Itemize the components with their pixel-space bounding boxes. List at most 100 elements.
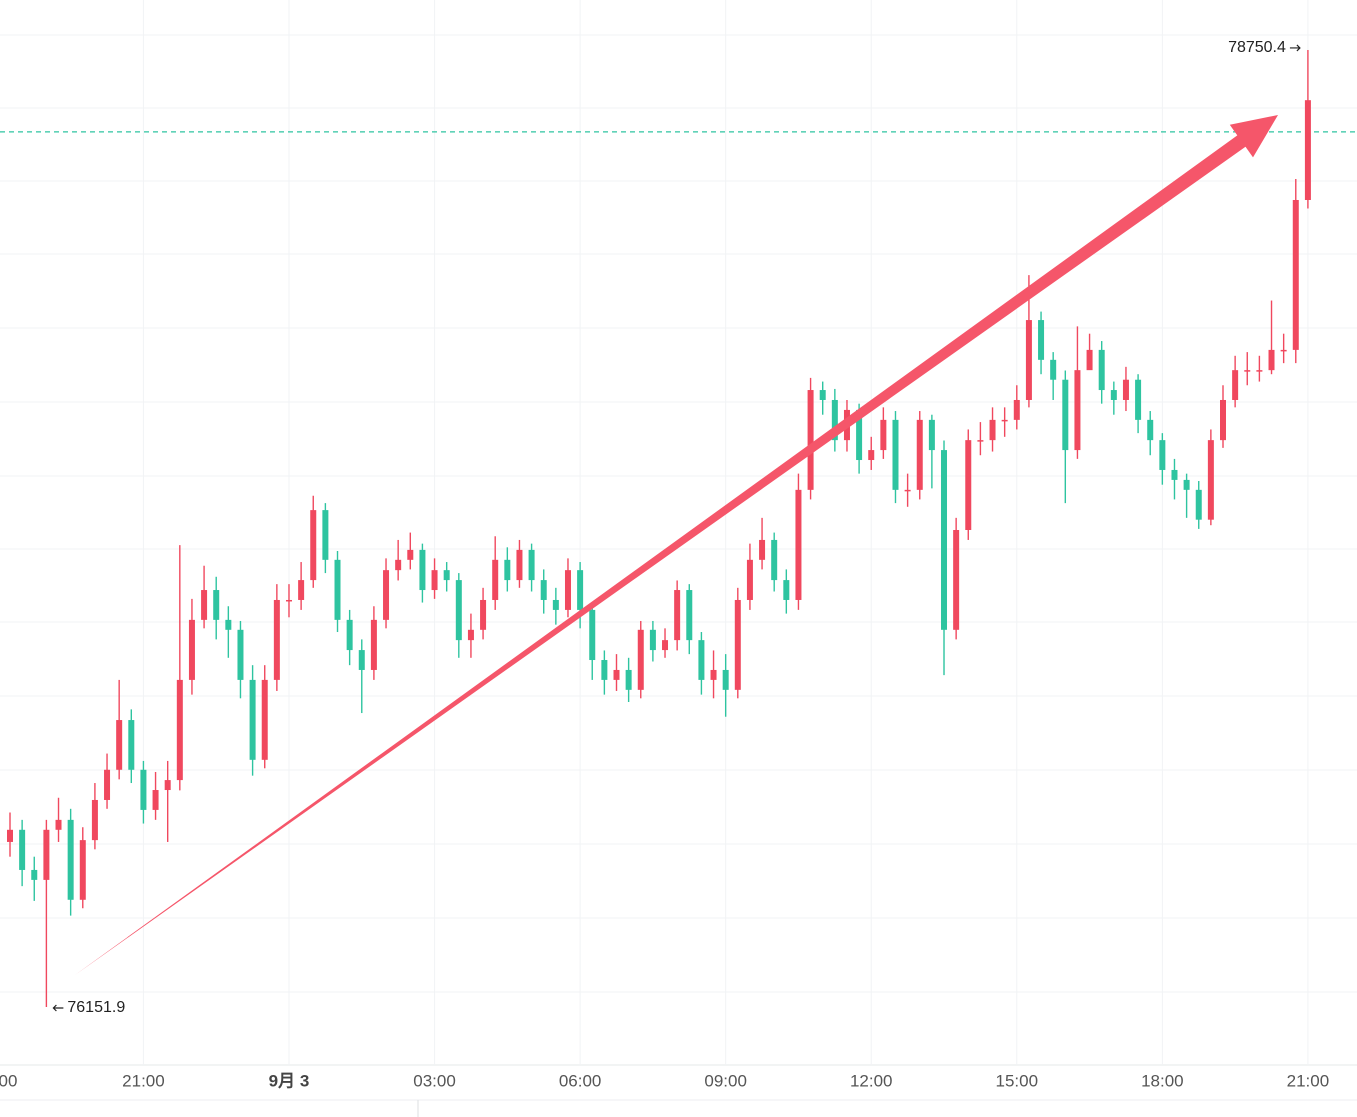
candle-body xyxy=(1304,100,1311,200)
candle-body xyxy=(880,419,887,451)
candle-body xyxy=(1292,199,1299,350)
candle-body xyxy=(746,559,753,600)
candle-body xyxy=(7,829,13,842)
candle-body xyxy=(783,580,790,600)
candle-body xyxy=(504,559,511,581)
candle-body xyxy=(492,559,499,600)
candle-body xyxy=(43,829,50,880)
candle-body xyxy=(698,640,705,680)
candle-body xyxy=(1171,469,1178,480)
candle-body xyxy=(552,599,559,610)
x-tick-label: 03:00 xyxy=(413,1071,456,1090)
candle-body xyxy=(1038,320,1045,360)
candle-body xyxy=(1280,349,1287,352)
candle-body xyxy=(734,599,741,690)
x-tick-label: 15:00 xyxy=(996,1071,1039,1090)
candle-body xyxy=(1147,419,1154,441)
x-tick-label: 18:00 xyxy=(1141,1071,1184,1090)
candle-body xyxy=(674,590,681,641)
x-tick-label: 00 xyxy=(0,1071,17,1090)
high-label: 78750.4 xyxy=(1228,39,1286,56)
low-arrow xyxy=(52,1004,64,1012)
candle-body xyxy=(346,619,353,651)
candle-body xyxy=(249,679,256,760)
candle-body xyxy=(1183,479,1190,490)
trend-arrow xyxy=(75,115,1278,975)
candle-body xyxy=(152,790,159,810)
candle-body xyxy=(19,829,26,870)
x-tick-label: 09:00 xyxy=(704,1071,747,1090)
candle-body xyxy=(407,549,414,560)
candle-body xyxy=(928,419,935,451)
candle-body xyxy=(1110,390,1117,400)
candle-body xyxy=(273,599,280,680)
candle-body xyxy=(759,539,766,560)
candle-body xyxy=(856,409,863,461)
candle-body xyxy=(395,559,402,571)
candle-body xyxy=(116,720,123,770)
high-arrow xyxy=(1289,44,1301,52)
candle-body xyxy=(1001,419,1008,422)
candle-body xyxy=(1135,379,1142,420)
candle-body xyxy=(431,570,438,591)
candle-body xyxy=(831,399,838,441)
candle-body xyxy=(1122,379,1129,400)
candle-body xyxy=(710,669,717,680)
candle-body xyxy=(722,669,729,690)
h-grid xyxy=(0,34,1357,993)
candle-body xyxy=(334,559,341,620)
candle-body xyxy=(1013,399,1020,420)
candle-body xyxy=(892,419,899,490)
candle-body xyxy=(577,570,584,610)
candle-body xyxy=(164,780,171,791)
candle-body xyxy=(261,679,268,760)
candle-body xyxy=(771,539,778,581)
candle-body xyxy=(1207,440,1214,520)
candle-body xyxy=(941,450,948,630)
candle-body xyxy=(686,590,693,641)
x-tick-label: 21:00 xyxy=(1287,1071,1330,1090)
candle-body xyxy=(322,510,329,560)
candle-body xyxy=(637,629,644,690)
candle-body xyxy=(1050,359,1057,380)
candle-body xyxy=(67,819,74,900)
candle-body xyxy=(370,619,377,670)
candle-body xyxy=(1098,349,1105,391)
candle-body xyxy=(1025,320,1032,400)
candle-body xyxy=(1074,370,1081,451)
candle-body xyxy=(1232,370,1239,400)
candle-body xyxy=(1195,489,1202,520)
candle-body xyxy=(1086,349,1093,371)
candle-body xyxy=(176,679,183,781)
low-label: 76151.9 xyxy=(67,999,125,1016)
candle-body xyxy=(188,619,195,680)
candle-body xyxy=(225,619,232,630)
candle-body xyxy=(455,580,462,641)
candle-body xyxy=(662,640,669,651)
candle-body xyxy=(589,609,596,661)
candle-body xyxy=(1268,349,1275,371)
candle-body xyxy=(79,840,86,900)
candle-body xyxy=(298,580,305,600)
candle-body xyxy=(516,549,523,581)
candle-body xyxy=(868,450,875,461)
candle-body xyxy=(1256,370,1263,372)
candle-body xyxy=(977,440,984,442)
candle-body xyxy=(1062,379,1069,451)
candle-body xyxy=(613,669,620,680)
candle-body xyxy=(91,799,98,841)
candle-body xyxy=(443,570,450,581)
candle-body xyxy=(819,390,826,400)
candle-body xyxy=(625,669,632,690)
candle-body xyxy=(1159,440,1166,470)
candle-body xyxy=(140,769,147,810)
candle-body xyxy=(916,419,923,490)
candle-body xyxy=(480,599,487,630)
candle-body xyxy=(807,390,814,490)
candle-body xyxy=(1244,370,1251,372)
candle-body xyxy=(904,489,911,492)
x-tick-label: 06:00 xyxy=(559,1071,602,1090)
candle-body xyxy=(55,819,62,830)
candle-body xyxy=(564,570,571,610)
